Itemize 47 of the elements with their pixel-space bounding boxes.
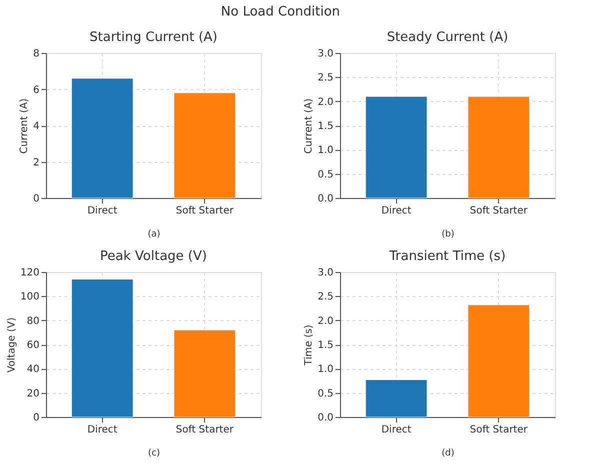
y-tick-label: 0.0: [318, 194, 334, 204]
x-tick-label: Direct: [87, 206, 118, 216]
y-tick-label: 1.5: [318, 340, 334, 351]
x-tick-label: Soft Starter: [176, 206, 234, 216]
y-tick-label: 3.0: [318, 48, 334, 60]
y-tick-label: 120: [20, 268, 40, 278]
chart-title: Starting Current (A): [90, 30, 218, 45]
y-tick-label: 1.5: [318, 121, 334, 132]
y-tick-label: 60: [26, 340, 40, 351]
y-tick-label: 2.0: [318, 316, 334, 327]
text: No Load Condition: [220, 4, 340, 20]
y-tick-label: 80: [26, 316, 40, 327]
x-axis-title: (d): [442, 448, 454, 458]
chart-title: Peak Voltage (V): [100, 249, 207, 264]
x-tick-label: Soft Starter: [470, 206, 528, 216]
chart-title: Steady Current (A): [386, 30, 508, 45]
x-tick-label: Direct: [87, 424, 118, 436]
y-tick-label: 3.0: [318, 268, 334, 278]
y-tick-label: 1.0: [318, 145, 334, 156]
y-tick-label: 20: [26, 388, 40, 400]
y-tick-label: 8: [33, 48, 40, 60]
x-axis-title: (b): [442, 230, 454, 240]
x-tick-label: Soft Starter: [176, 424, 234, 436]
x-tick-label: Direct: [381, 206, 412, 216]
chart-title: Transient Time (s): [388, 249, 506, 264]
y-axis-title: Current (A): [304, 98, 315, 154]
y-axis-title: Time (s): [304, 324, 315, 366]
y-axis-title: Current (A): [19, 98, 30, 154]
y-tick-label: 6: [33, 84, 40, 96]
y-tick-label: 0: [33, 194, 40, 204]
y-tick-label: 2.5: [318, 72, 334, 84]
y-tick-label: 100: [20, 292, 40, 303]
y-tick-label: 2.0: [318, 96, 334, 108]
y-tick-label: 0: [33, 412, 40, 424]
x-tick-label: Direct: [381, 424, 412, 436]
y-tick-label: 4: [33, 121, 40, 132]
x-axis-title: (a): [148, 230, 160, 240]
y-tick-label: 0.0: [318, 412, 334, 424]
y-tick-label: 2.5: [318, 292, 334, 303]
y-axis-title: Voltage (V): [6, 317, 18, 373]
x-axis-title: (c): [148, 448, 160, 458]
y-tick-label: 0.5: [318, 388, 334, 400]
x-tick-label: Soft Starter: [470, 424, 528, 436]
y-tick-label: 2: [33, 157, 40, 168]
y-tick-label: 0.5: [318, 169, 334, 180]
y-tick-label: 1.0: [318, 364, 334, 376]
y-tick-label: 40: [26, 364, 40, 376]
